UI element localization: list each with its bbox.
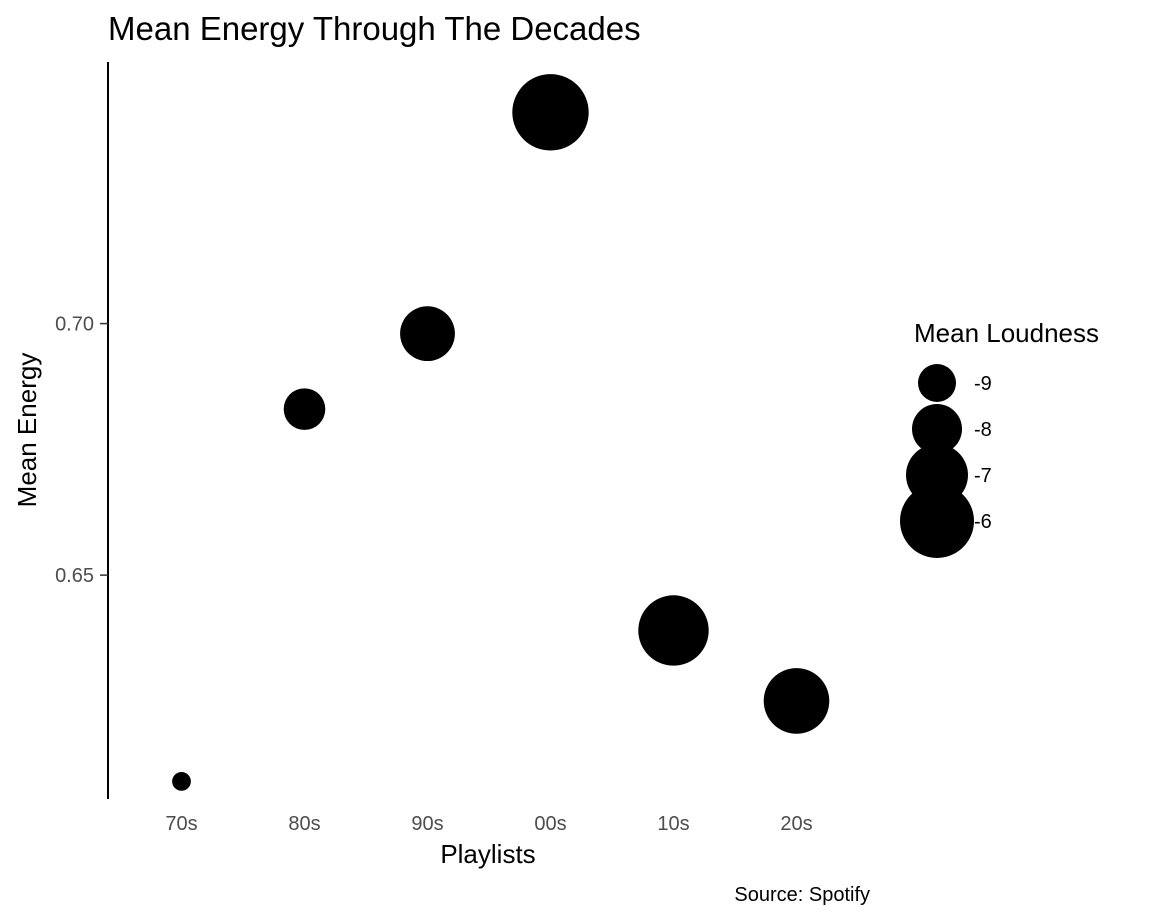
y-axis-ticks: 0.65 0.70: [55, 314, 108, 587]
legend-key: [912, 404, 962, 454]
y-axis-title: Mean Energy: [12, 353, 42, 508]
data-point: [763, 668, 830, 734]
legend-title: Mean Loudness: [914, 318, 1099, 348]
legend-label: -8: [974, 419, 992, 441]
data-point: [512, 74, 589, 151]
x-axis-ticks: 70s 80s 90s 00s 10s 20s: [165, 813, 812, 835]
data-point: [400, 306, 455, 362]
x-tick-label: 70s: [165, 813, 197, 835]
x-tick-label: 00s: [534, 813, 566, 835]
x-tick-label: 10s: [657, 813, 689, 835]
y-tick-label: 0.65: [55, 565, 94, 587]
data-point: [638, 595, 709, 666]
data-points: [172, 74, 830, 791]
x-tick-label: 90s: [411, 813, 443, 835]
legend-key: [918, 364, 956, 402]
x-axis-title: Playlists: [440, 839, 535, 869]
y-tick-label: 0.70: [55, 314, 94, 336]
x-tick-label: 20s: [780, 813, 812, 835]
legend-items: -9 -8 -7 -6: [900, 364, 992, 558]
data-point: [283, 388, 326, 430]
x-tick-label: 80s: [288, 813, 320, 835]
data-point: [172, 771, 191, 791]
legend: Mean Loudness -9 -8 -7 -6: [900, 318, 1099, 558]
legend-key: [900, 484, 974, 558]
legend-label: -9: [974, 373, 992, 395]
legend-label: -6: [974, 511, 992, 533]
legend-label: -7: [974, 465, 992, 487]
chart-title: Mean Energy Through The Decades: [108, 10, 641, 47]
source-caption: Source: Spotify: [734, 884, 870, 906]
